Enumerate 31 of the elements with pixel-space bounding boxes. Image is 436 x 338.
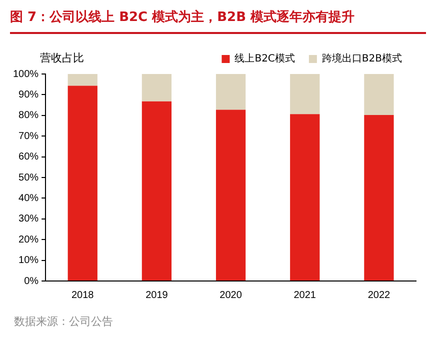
y-tick-label: 30% [18, 214, 39, 225]
y-tick-label: 60% [18, 152, 39, 163]
y-tick-label: 40% [18, 192, 39, 204]
y-tick-label: 0% [24, 276, 39, 287]
legend-label: 线上B2C模式 [234, 52, 295, 65]
y-tick-label: 100% [13, 68, 39, 80]
bar [68, 86, 98, 280]
source-note: 数据来源：公司公告 [14, 314, 113, 329]
x-tick-label: 2019 [146, 290, 168, 301]
legend-label: 跨境出口B2B模式 [322, 52, 402, 65]
bar [142, 101, 172, 280]
bar [68, 74, 98, 86]
y-axis-title: 营收占比 [40, 51, 84, 64]
bar [142, 74, 172, 102]
bar [216, 110, 246, 280]
bar [290, 74, 320, 114]
y-tick-label: 50% [18, 172, 39, 184]
y-tick-label: 10% [18, 255, 39, 266]
y-tick-label: 20% [18, 234, 39, 246]
y-tick-label: 80% [18, 110, 39, 122]
y-tick-label: 70% [18, 130, 39, 142]
bar [290, 114, 320, 280]
chart-title: 图 7：公司以线上 B2C 模式为主，B2B 模式逐年亦有提升 [10, 8, 355, 26]
bar [364, 74, 394, 115]
x-tick-label: 2021 [294, 290, 316, 301]
x-tick-label: 2020 [220, 290, 242, 301]
bar [364, 114, 394, 280]
bar [216, 74, 246, 110]
y-tick-label: 90% [18, 89, 39, 100]
x-tick-label: 2018 [71, 290, 94, 301]
x-tick-label: 2022 [368, 290, 391, 301]
